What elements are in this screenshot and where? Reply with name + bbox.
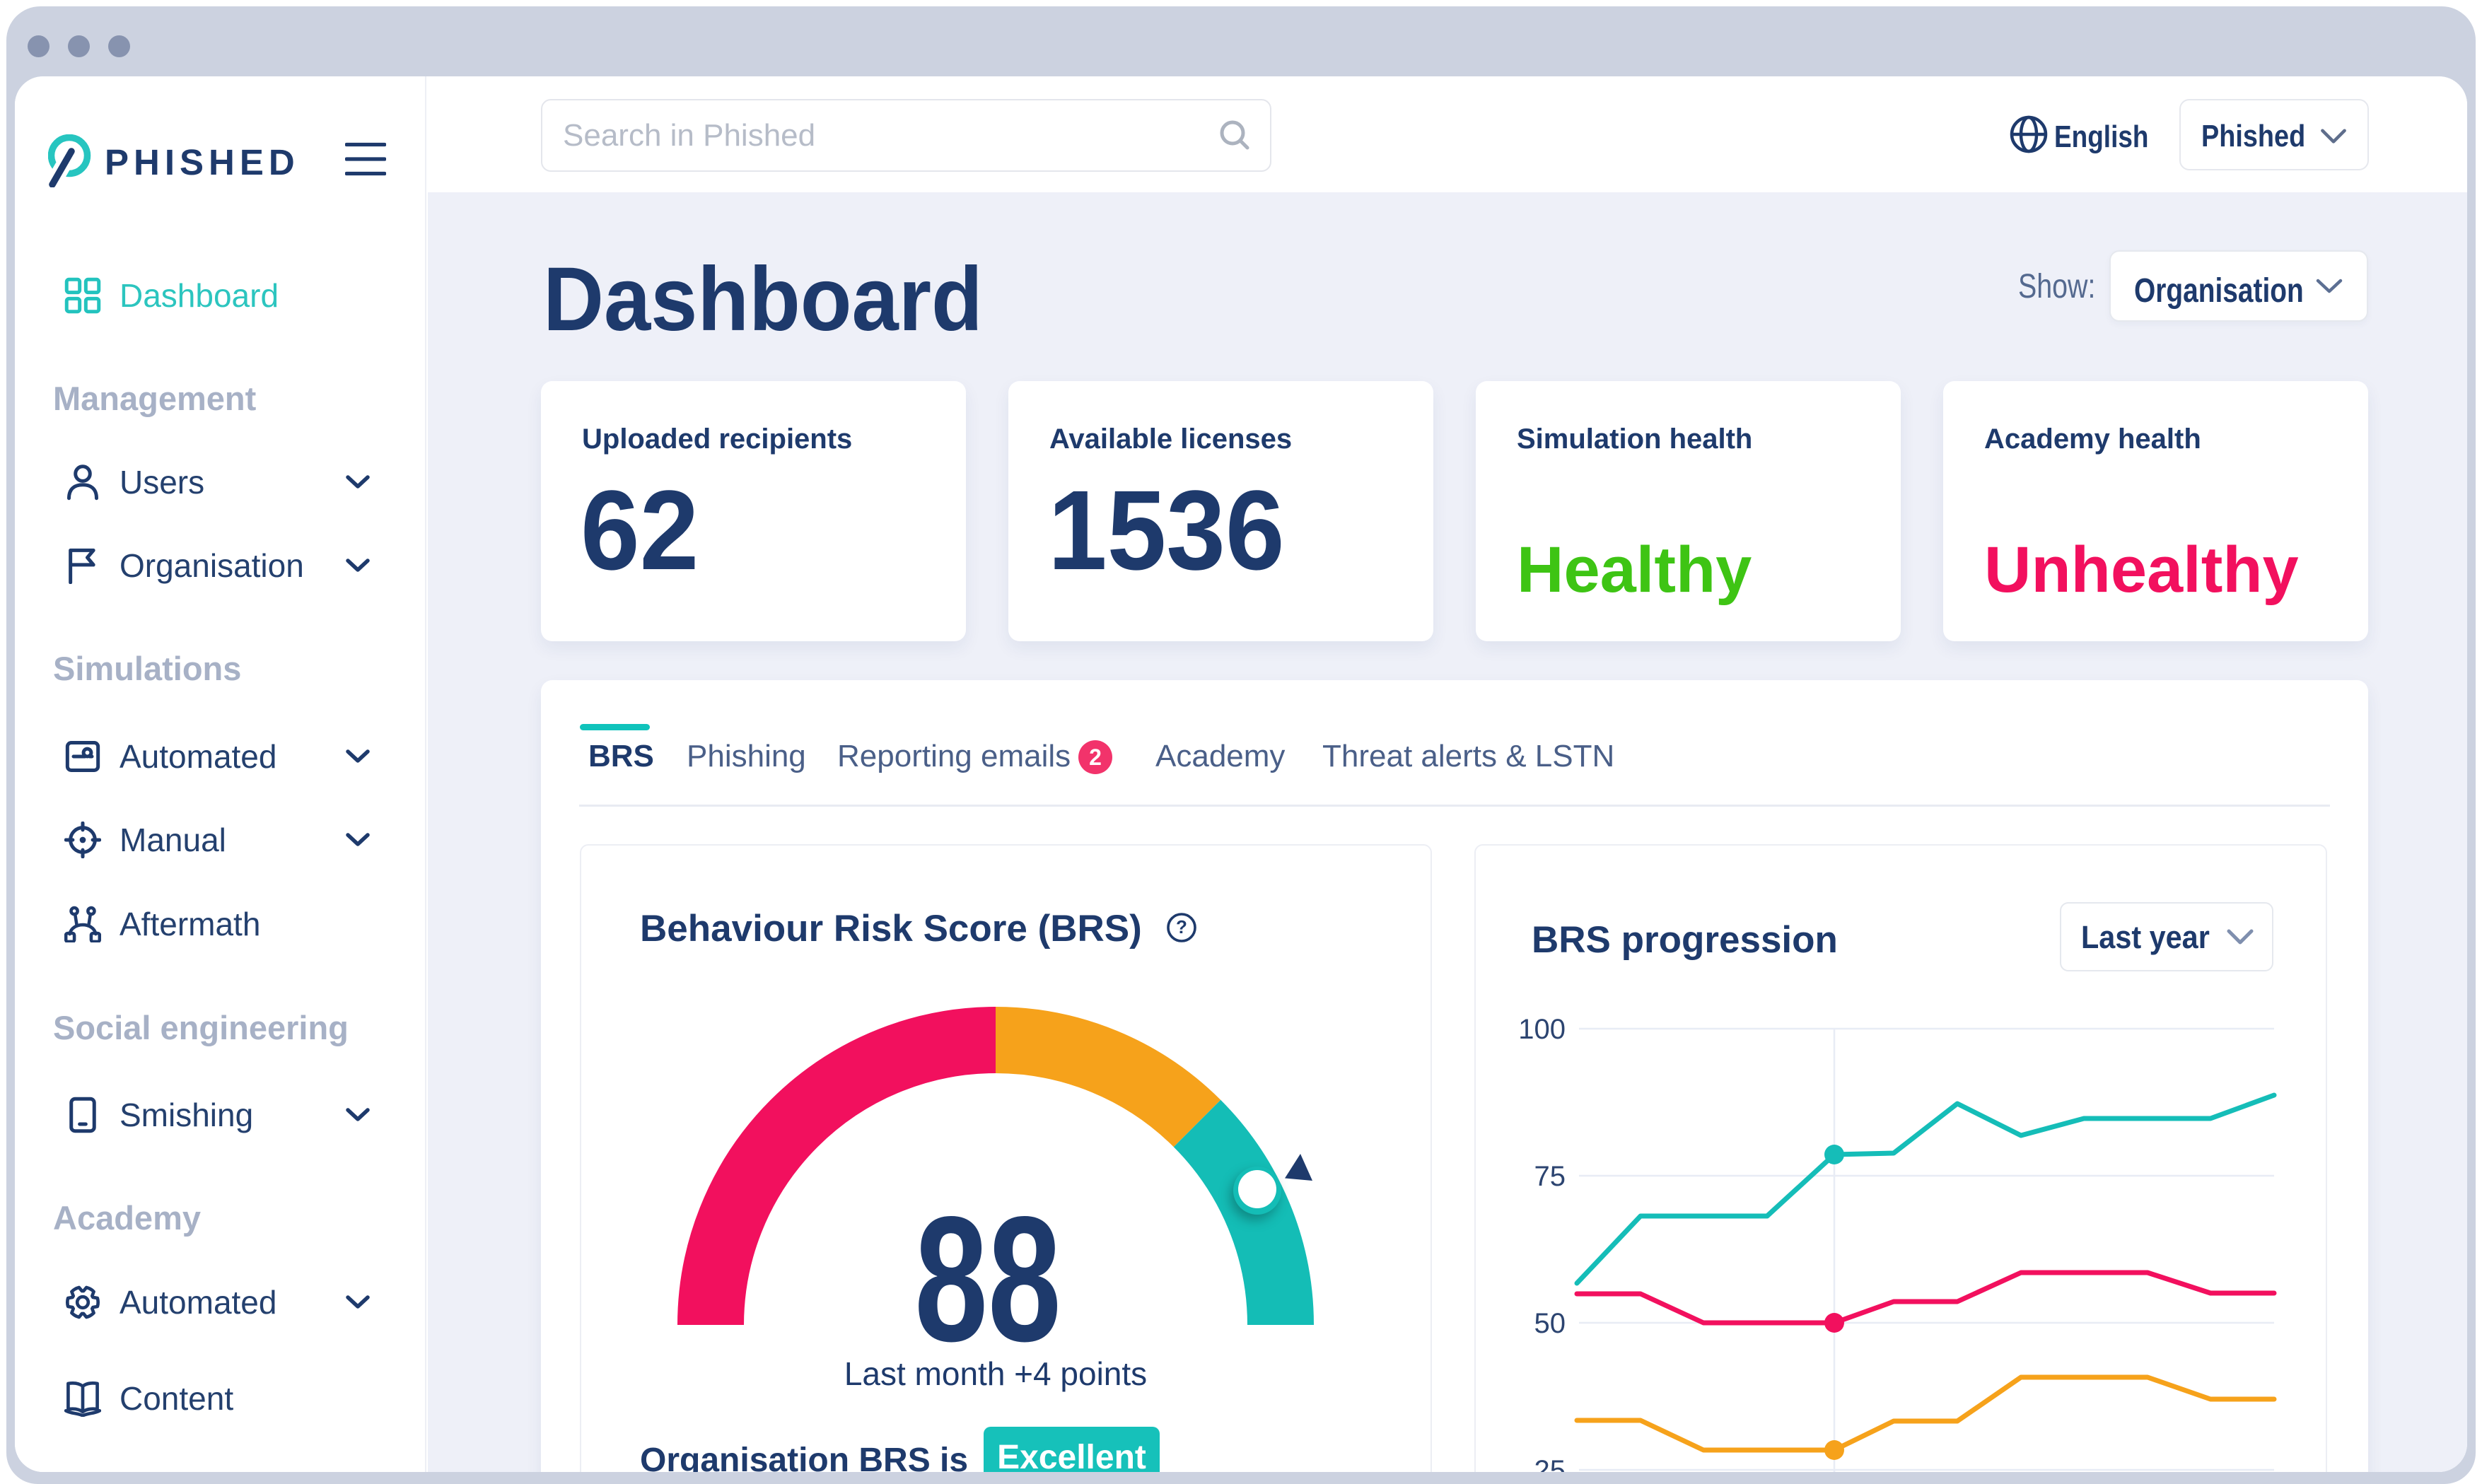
svg-text:?: ? <box>1176 916 1187 937</box>
svg-text:100: 100 <box>1518 1014 1566 1045</box>
svg-text:75: 75 <box>1534 1161 1566 1192</box>
svg-text:25: 25 <box>1534 1455 1566 1472</box>
svg-text:50: 50 <box>1534 1308 1566 1339</box>
